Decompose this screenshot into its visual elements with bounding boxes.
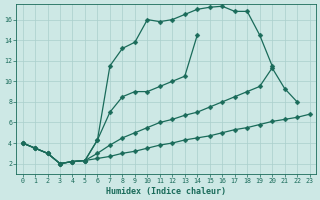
X-axis label: Humidex (Indice chaleur): Humidex (Indice chaleur) (106, 187, 226, 196)
